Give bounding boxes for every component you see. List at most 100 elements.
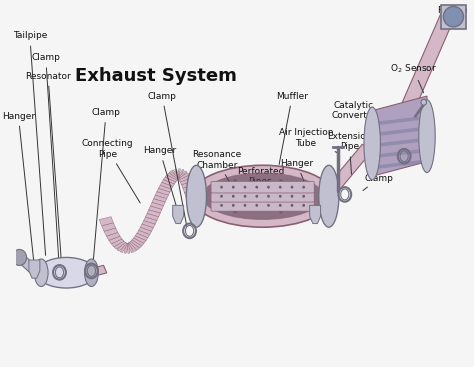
Text: Clamp: Clamp	[31, 53, 60, 268]
Polygon shape	[155, 192, 168, 199]
Polygon shape	[372, 96, 427, 176]
Ellipse shape	[232, 195, 235, 198]
Polygon shape	[147, 210, 160, 217]
Ellipse shape	[231, 179, 239, 213]
Ellipse shape	[267, 204, 270, 207]
Polygon shape	[177, 171, 187, 179]
Text: Hanger: Hanger	[143, 146, 177, 208]
Polygon shape	[90, 265, 107, 277]
Polygon shape	[150, 203, 164, 210]
Polygon shape	[146, 214, 159, 221]
Text: Tailpipe: Tailpipe	[13, 32, 47, 255]
Text: Hanger: Hanger	[2, 112, 35, 265]
Ellipse shape	[244, 195, 246, 198]
Ellipse shape	[186, 165, 207, 227]
FancyBboxPatch shape	[211, 190, 314, 202]
Ellipse shape	[419, 100, 435, 172]
Polygon shape	[377, 116, 422, 125]
Polygon shape	[135, 233, 148, 240]
Text: Clamp: Clamp	[363, 174, 393, 190]
Polygon shape	[160, 182, 173, 189]
Ellipse shape	[291, 204, 293, 207]
Ellipse shape	[319, 165, 339, 227]
Polygon shape	[310, 206, 320, 224]
Polygon shape	[104, 228, 118, 236]
Ellipse shape	[36, 257, 96, 288]
Polygon shape	[179, 175, 191, 182]
Polygon shape	[400, 14, 455, 113]
Polygon shape	[165, 175, 177, 182]
Ellipse shape	[192, 165, 333, 227]
Text: Resonator: Resonator	[25, 72, 71, 265]
Polygon shape	[175, 169, 180, 179]
Ellipse shape	[302, 195, 305, 198]
Polygon shape	[158, 185, 172, 192]
Polygon shape	[172, 170, 180, 179]
Ellipse shape	[220, 186, 223, 189]
Polygon shape	[117, 242, 127, 251]
Polygon shape	[109, 236, 122, 244]
Ellipse shape	[12, 250, 27, 265]
Polygon shape	[124, 243, 128, 253]
Polygon shape	[128, 242, 137, 251]
Polygon shape	[177, 169, 180, 179]
Polygon shape	[140, 224, 154, 231]
Polygon shape	[149, 206, 162, 213]
Ellipse shape	[291, 195, 293, 198]
Text: Catalytic
Convertor: Catalytic Convertor	[331, 101, 376, 132]
Polygon shape	[326, 144, 373, 194]
Polygon shape	[377, 138, 422, 147]
Polygon shape	[138, 227, 152, 235]
Polygon shape	[180, 178, 193, 185]
Polygon shape	[99, 217, 113, 226]
Polygon shape	[183, 185, 196, 192]
Polygon shape	[177, 170, 184, 179]
Ellipse shape	[302, 186, 305, 189]
Ellipse shape	[35, 259, 48, 287]
Ellipse shape	[279, 195, 282, 198]
Polygon shape	[17, 255, 40, 275]
Polygon shape	[173, 206, 183, 224]
Ellipse shape	[255, 195, 258, 198]
Polygon shape	[134, 236, 146, 243]
Polygon shape	[164, 177, 176, 184]
Polygon shape	[130, 240, 142, 248]
Polygon shape	[144, 217, 157, 224]
Polygon shape	[111, 239, 124, 247]
Ellipse shape	[255, 186, 258, 189]
Text: Air Injection
Tube: Air Injection Tube	[279, 128, 337, 153]
Polygon shape	[142, 221, 155, 228]
Text: Clamp: Clamp	[148, 92, 187, 226]
Polygon shape	[132, 238, 144, 246]
FancyBboxPatch shape	[211, 181, 314, 193]
Ellipse shape	[267, 186, 270, 189]
Ellipse shape	[302, 204, 305, 207]
Ellipse shape	[443, 7, 464, 27]
Ellipse shape	[232, 204, 235, 207]
Ellipse shape	[277, 179, 285, 213]
Polygon shape	[120, 243, 128, 252]
Polygon shape	[154, 195, 167, 202]
FancyBboxPatch shape	[211, 200, 314, 211]
Ellipse shape	[84, 259, 98, 287]
Text: Perforated
Pipes: Perforated Pipes	[237, 167, 284, 193]
Ellipse shape	[267, 195, 270, 198]
Polygon shape	[377, 149, 422, 158]
Ellipse shape	[255, 204, 258, 207]
Polygon shape	[129, 241, 139, 250]
Ellipse shape	[244, 204, 246, 207]
Polygon shape	[102, 223, 116, 231]
Ellipse shape	[220, 195, 223, 198]
Polygon shape	[377, 127, 422, 136]
Polygon shape	[167, 173, 178, 181]
Ellipse shape	[291, 186, 293, 189]
Ellipse shape	[232, 186, 235, 189]
Text: Extension
Pipe: Extension Pipe	[327, 132, 372, 174]
Polygon shape	[178, 173, 189, 180]
Polygon shape	[377, 160, 422, 169]
Ellipse shape	[220, 204, 223, 207]
Ellipse shape	[244, 186, 246, 189]
Polygon shape	[114, 241, 126, 249]
Polygon shape	[29, 260, 40, 278]
Polygon shape	[152, 199, 165, 206]
